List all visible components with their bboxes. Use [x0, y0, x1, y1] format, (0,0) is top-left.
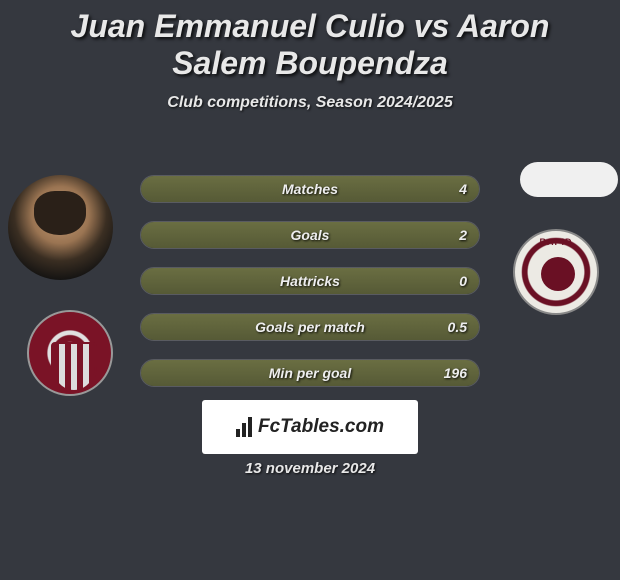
- stat-row: Min per goal 196: [140, 359, 480, 387]
- stat-row: Matches 4: [140, 175, 480, 203]
- page-title: Juan Emmanuel Culio vs Aaron Salem Boupe…: [0, 0, 620, 82]
- stat-label: Goals: [291, 227, 330, 243]
- club-badge-left: [27, 310, 113, 396]
- stat-label: Hattricks: [280, 273, 340, 289]
- page-subtitle: Club competitions, Season 2024/2025: [0, 94, 620, 112]
- stats-table: Matches 4 Goals 2 Hattricks 0 Goals per …: [140, 175, 480, 405]
- player-photo-left: [8, 175, 113, 280]
- stat-label: Goals per match: [255, 319, 365, 335]
- branding-badge: FcTables.com: [202, 400, 418, 454]
- stat-label: Matches: [282, 181, 338, 197]
- stat-value-right: 196: [444, 365, 467, 381]
- stat-value-right: 4: [459, 181, 467, 197]
- stat-value-right: 2: [459, 227, 467, 243]
- chart-icon: [236, 417, 252, 437]
- player-photo-right: [520, 162, 618, 197]
- stat-value-right: 0.5: [448, 319, 467, 335]
- date-label: 13 november 2024: [0, 460, 620, 477]
- stat-row: Goals per match 0.5: [140, 313, 480, 341]
- stat-row: Hattricks 0: [140, 267, 480, 295]
- stat-label: Min per goal: [269, 365, 351, 381]
- club-badge-right: [513, 229, 599, 315]
- stat-row: Goals 2: [140, 221, 480, 249]
- stat-value-right: 0: [459, 273, 467, 289]
- branding-text: FcTables.com: [258, 416, 384, 438]
